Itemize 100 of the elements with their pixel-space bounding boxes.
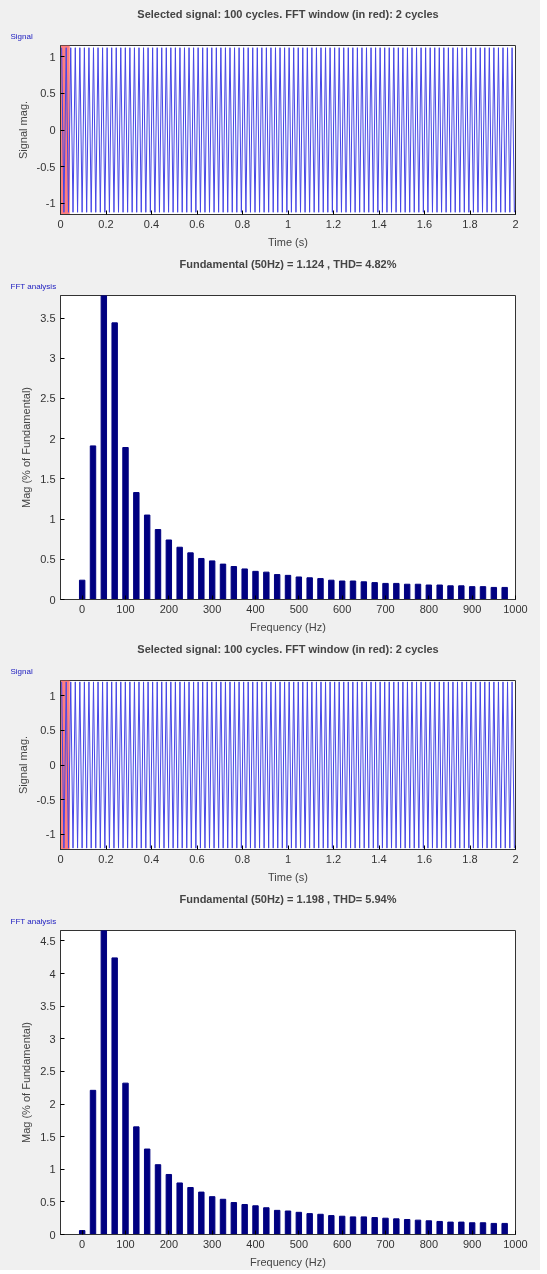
- bar: [111, 322, 118, 600]
- y-tick-label: 3: [49, 1032, 56, 1045]
- y-tick-label: 0.5: [40, 1195, 56, 1208]
- bar: [479, 1222, 487, 1235]
- bar: [306, 1213, 313, 1235]
- bar: [273, 574, 281, 600]
- chart-title: Fundamental (50Hz) = 1.198 , THD= 5.94%: [179, 892, 397, 905]
- y-tick-label: 0.5: [40, 553, 56, 566]
- bar: [143, 1148, 151, 1235]
- x-tick-label: 1.6: [416, 217, 433, 230]
- bar: [187, 552, 194, 600]
- bar: [349, 580, 357, 600]
- bar: [317, 578, 324, 600]
- text: Signal: [10, 31, 33, 41]
- y-tick-label: 1: [49, 689, 56, 702]
- y-tick-label: 0.5: [40, 724, 56, 737]
- x-tick-label: 0.6: [189, 217, 205, 230]
- bar: [89, 1089, 97, 1235]
- x-tick-label: 300: [202, 602, 222, 615]
- x-axis-title: Frequency (Hz): [250, 1255, 326, 1268]
- y-tick-label: 1.5: [40, 1130, 56, 1143]
- x-tick-label: 0.2: [98, 217, 114, 230]
- x-tick-label: 300: [202, 1237, 222, 1250]
- bar: [338, 1215, 346, 1235]
- bar: [252, 570, 259, 600]
- bar: [295, 576, 303, 600]
- y-tick-label: 1: [49, 50, 56, 63]
- y-tick-label: 1.5: [40, 472, 56, 485]
- x-tick-label: 0: [57, 217, 64, 230]
- bar: [447, 585, 454, 600]
- x-tick-label: 900: [462, 602, 482, 615]
- y-tick-label: 1: [49, 1163, 56, 1176]
- bar: [360, 1216, 368, 1235]
- bar: [436, 584, 443, 600]
- bar: [295, 1211, 303, 1235]
- x-tick-label: 2: [512, 217, 519, 230]
- x-tick-label: 700: [376, 602, 395, 615]
- x-tick-label: 0.4: [143, 217, 160, 230]
- x-tick-label: 1.2: [325, 217, 342, 230]
- x-tick-label: 700: [376, 1237, 395, 1250]
- y-tick-label: 3.5: [40, 312, 56, 325]
- x-axis-title: Time (s): [268, 870, 308, 883]
- x-tick-label: 200: [159, 602, 179, 615]
- bar: [393, 1218, 400, 1235]
- x-tick-label: 1: [284, 852, 292, 865]
- x-tick-label: 1.4: [371, 217, 387, 230]
- bar: [122, 447, 129, 600]
- bar: [393, 582, 400, 600]
- bar: [100, 295, 108, 600]
- bar: [165, 1173, 173, 1235]
- y-tick-label: 4: [49, 967, 56, 980]
- bar: [154, 1164, 162, 1235]
- bar: [468, 586, 476, 600]
- bar: [273, 1209, 281, 1235]
- bar: [360, 581, 368, 600]
- y-tick-label: 2: [49, 432, 56, 445]
- bar: [78, 579, 86, 600]
- bar: [187, 1187, 194, 1235]
- x-tick-label: 1000: [503, 1237, 528, 1250]
- bar: [263, 571, 270, 600]
- x-tick-label: 800: [419, 1237, 439, 1250]
- x-tick-label: 0.8: [234, 217, 251, 230]
- bar: [198, 1191, 205, 1235]
- bar: [490, 1222, 498, 1235]
- y-tick-label: 0: [49, 1228, 56, 1241]
- y-tick-label: 0: [49, 759, 56, 771]
- y-axis-title: Mag (% of Fundamental): [20, 386, 33, 509]
- bar: [328, 1215, 335, 1235]
- bar: [414, 583, 422, 600]
- bar: [284, 574, 292, 600]
- bar: [263, 1207, 270, 1235]
- x-tick-label: 0: [79, 1237, 86, 1250]
- bar: [382, 1217, 389, 1235]
- bar: [403, 583, 411, 600]
- bar: [328, 579, 335, 600]
- y-tick-label: 1: [49, 513, 56, 526]
- bar: [241, 568, 248, 600]
- x-tick-label: 600: [332, 602, 352, 615]
- bar: [317, 1213, 324, 1235]
- bar: [501, 586, 508, 600]
- x-axis-title: Frequency (Hz): [250, 620, 326, 633]
- y-axis-title: Mag (% of Fundamental): [20, 1021, 33, 1144]
- chart-title: Fundamental (50Hz) = 1.124 , THD= 4.82%: [179, 257, 397, 270]
- x-tick-label: 100: [116, 602, 135, 615]
- x-tick-label: 800: [419, 602, 439, 615]
- x-tick-label: 0.2: [98, 852, 114, 865]
- x-tick-label: 500: [289, 1237, 309, 1250]
- x-tick-label: 2: [512, 852, 519, 865]
- x-axis-title: Time (s): [268, 235, 308, 248]
- bar: [490, 586, 498, 600]
- x-tick-label: 1.6: [416, 852, 433, 865]
- bar: [176, 1182, 183, 1235]
- bar: [111, 957, 118, 1235]
- bar: [458, 1221, 465, 1235]
- bar: [501, 1222, 508, 1235]
- bar: [284, 1210, 292, 1235]
- bar: [241, 1203, 248, 1235]
- bar: [230, 1202, 238, 1235]
- bar: [133, 492, 140, 600]
- x-tick-label: 0.6: [189, 852, 205, 865]
